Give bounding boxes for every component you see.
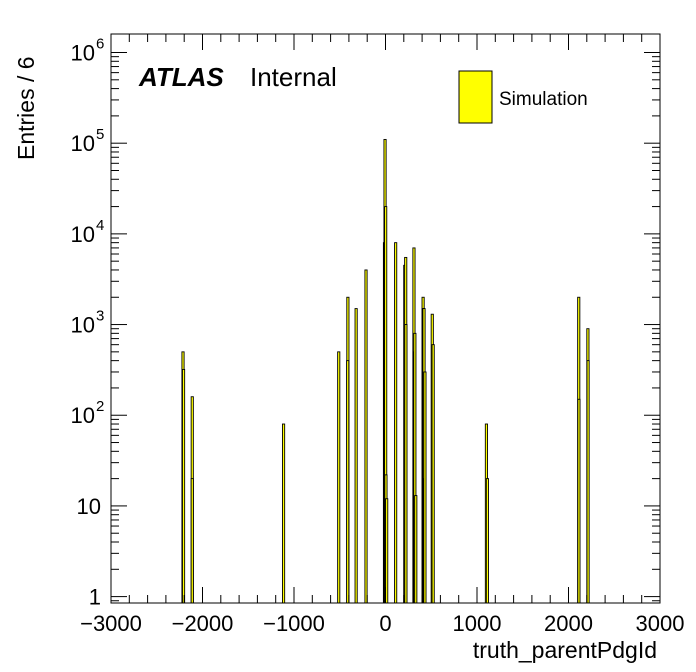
histogram-bar — [346, 360, 350, 604]
histogram-bar — [414, 495, 418, 604]
x-tick-label: −3000 — [80, 611, 142, 636]
x-tick-label: 0 — [379, 611, 391, 636]
histogram-bar — [586, 360, 590, 604]
histogram-bar — [337, 351, 341, 604]
histogram-bar — [190, 478, 194, 604]
y-tick-label: 10 — [71, 222, 95, 247]
histogram-bar — [182, 368, 186, 604]
x-tick-label: −1000 — [263, 611, 325, 636]
y-axis-title: Entries / 6 — [13, 56, 39, 160]
y-tick-exponent: 2 — [96, 398, 104, 415]
y-tick-exponent: 6 — [96, 36, 104, 53]
atlas-label: ATLAS — [138, 62, 224, 92]
legend-label: Simulation — [499, 89, 588, 110]
histogram-bar — [394, 242, 398, 604]
y-tick-label: 10 — [77, 494, 101, 519]
histogram-bar — [354, 308, 358, 604]
histogram-bar — [577, 398, 581, 604]
histogram-bar — [431, 344, 435, 604]
y-tick-exponent: 4 — [96, 217, 104, 234]
minor-ticks — [111, 34, 660, 603]
histogram-bar — [423, 371, 427, 604]
x-tick-label: 3000 — [636, 611, 685, 636]
x-tick-label: 2000 — [544, 611, 593, 636]
legend: Simulation — [458, 70, 588, 124]
y-tick-exponent: 3 — [96, 308, 104, 325]
x-axis-title: truth_parentPdgId — [473, 637, 657, 663]
histogram-bar — [364, 269, 368, 604]
internal-label: Internal — [250, 62, 337, 92]
histogram-bar — [404, 324, 408, 604]
legend-swatch — [458, 70, 493, 124]
y-tick-label: 10 — [71, 131, 95, 156]
x-tick-label: 1000 — [453, 611, 502, 636]
y-tick-exponent: 5 — [96, 126, 104, 143]
x-tick-label: −2000 — [172, 611, 234, 636]
y-tick-label: 10 — [71, 313, 95, 338]
y-tick-label: 10 — [71, 41, 95, 66]
y-tick-label: 1 — [89, 585, 101, 610]
y-tick-label: 10 — [71, 403, 95, 428]
major-ticks — [110, 34, 661, 603]
histogram-bar — [282, 423, 286, 604]
x-tick-labels: −3000 −2000 −1000 0 1000 2000 3000 — [80, 611, 684, 636]
histogram-bar — [485, 478, 489, 604]
plot-frame — [110, 33, 661, 604]
